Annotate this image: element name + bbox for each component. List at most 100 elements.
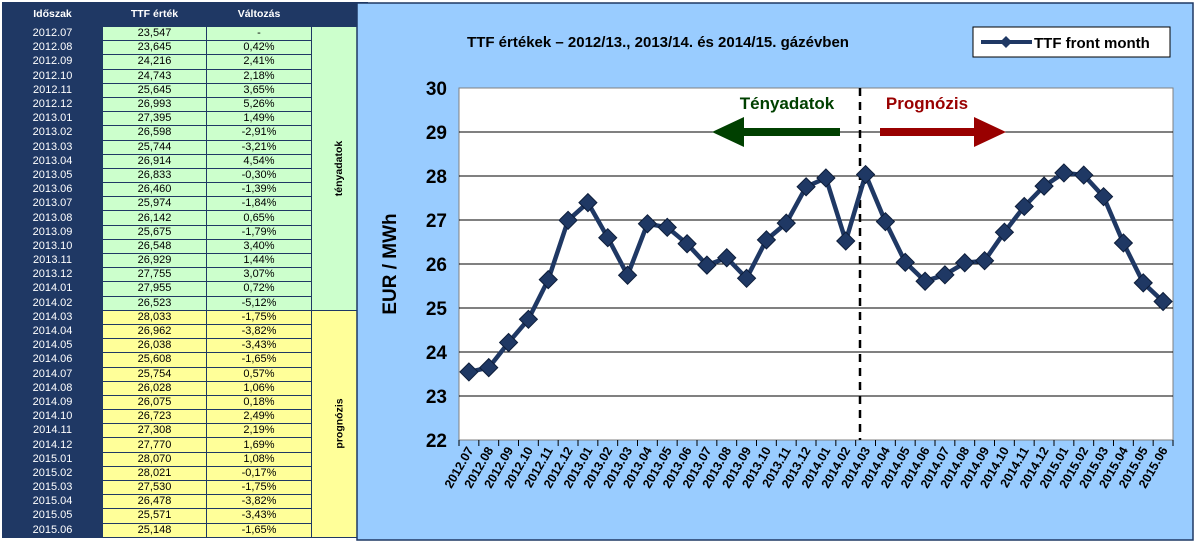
data-point xyxy=(855,164,876,185)
data-point xyxy=(697,255,717,275)
data-point xyxy=(935,265,955,285)
data-point xyxy=(796,177,816,197)
period-cell: 2015.01 xyxy=(2,451,103,467)
data-point xyxy=(637,214,658,234)
table-row: 2014.06 25,608 -1,65% xyxy=(2,352,368,368)
period-cell: 2014.04 xyxy=(2,323,103,340)
value-cell: 25,571 xyxy=(102,508,207,524)
value-cell: 26,523 xyxy=(102,295,207,311)
data-point xyxy=(498,332,519,353)
period-cell: 2012.07 xyxy=(2,25,103,42)
change-cell: 3,40% xyxy=(206,238,312,255)
y-tick-label: 22 xyxy=(426,431,447,452)
y-axis-label: EUR / MWh xyxy=(380,213,401,314)
period-cell: 2013.10 xyxy=(2,238,103,255)
change-cell: -0,17% xyxy=(206,465,312,482)
period-cell: 2013.03 xyxy=(2,139,103,155)
data-point xyxy=(756,230,777,250)
table-row: 2014.02 26,523 -5,12% xyxy=(2,295,368,311)
table-row: 2012.11 25,645 3,65% xyxy=(2,82,368,98)
data-point xyxy=(578,192,598,213)
change-cell: 0,57% xyxy=(206,366,312,382)
period-cell: 2012.09 xyxy=(2,54,103,70)
data-table: Időszak TTF érték Változás 2012.07 23,547… xyxy=(2,2,369,538)
header-change: Változás xyxy=(206,2,312,27)
period-cell: 2013.04 xyxy=(2,153,103,169)
period-cell: 2013.06 xyxy=(2,182,103,198)
change-cell: -1,75% xyxy=(206,479,312,496)
data-point xyxy=(598,227,618,248)
period-cell: 2013.12 xyxy=(2,267,103,283)
value-cell: 24,743 xyxy=(102,68,207,84)
change-cell: -1,75% xyxy=(206,309,312,325)
table-row: 2014.11 27,308 2,19% xyxy=(2,423,368,439)
data-point xyxy=(1074,165,1094,185)
table-row: 2013.12 27,755 3,07% xyxy=(2,267,368,283)
value-cell: 26,142 xyxy=(102,210,207,226)
y-tick-labels: 22 23 24 25 26 27 28 29 30 xyxy=(426,79,448,452)
data-point xyxy=(736,268,757,289)
value-cell: 25,744 xyxy=(102,139,207,155)
change-cell: -3,82% xyxy=(206,494,312,510)
change-cell: 2,41% xyxy=(206,54,312,70)
period-cell: 2013.02 xyxy=(2,125,103,141)
y-tick-label: 24 xyxy=(426,343,448,364)
change-cell: 1,08% xyxy=(206,451,312,467)
table-row: 2013.05 26,833 -0,30% xyxy=(2,167,368,184)
change-cell: 2,19% xyxy=(206,423,312,439)
value-cell: 27,395 xyxy=(102,111,207,127)
table-row: 2014.12 27,770 1,69% xyxy=(2,437,368,453)
value-cell: 25,148 xyxy=(102,522,207,538)
data-point xyxy=(1093,186,1114,207)
data-point xyxy=(1034,176,1054,196)
change-cell: 0,65% xyxy=(206,210,312,226)
period-cell: 2014.07 xyxy=(2,366,103,382)
table-row: 2015.05 25,571 -3,43% xyxy=(2,508,368,524)
forecast-label: Prognózis xyxy=(886,94,968,113)
data-point xyxy=(875,211,896,232)
data-point xyxy=(816,168,836,188)
value-cell: 26,028 xyxy=(102,380,207,396)
value-cell: 26,914 xyxy=(102,153,207,169)
change-cell: -3,82% xyxy=(206,323,312,340)
table-row: 2013.07 25,974 -1,84% xyxy=(2,196,368,212)
value-cell: 25,645 xyxy=(102,82,207,98)
period-cell: 2014.02 xyxy=(2,295,103,311)
data-point xyxy=(915,271,935,291)
table-row: 2015.06 25,148 -1,65% xyxy=(2,522,368,538)
table-row: 2013.01 27,395 1,49% xyxy=(2,111,368,127)
value-cell: 27,770 xyxy=(102,437,207,453)
table-row: 2014.07 25,754 0,57% xyxy=(2,366,368,382)
value-cell: 25,675 xyxy=(102,224,207,240)
period-cell: 2014.08 xyxy=(2,380,103,396)
value-cell: 24,216 xyxy=(102,54,207,70)
period-cell: 2013.05 xyxy=(2,167,103,184)
change-cell: -3,43% xyxy=(206,508,312,524)
change-cell: -1,65% xyxy=(206,522,312,538)
change-cell: -1,84% xyxy=(206,196,312,212)
data-point xyxy=(994,222,1015,242)
section-label-text: tényadatok xyxy=(333,140,346,197)
table-row: 2014.03 28,033 -1,75% prognózis xyxy=(2,309,369,538)
change-cell: -3,21% xyxy=(206,139,312,155)
forecast-arrow xyxy=(880,117,1006,147)
table-row: 2013.08 26,142 0,65% xyxy=(2,210,368,226)
chart-panel: 22 23 24 25 26 27 28 29 30 2012.07 2012.08 2012.09… xyxy=(356,2,1194,541)
period-cell: 2014.11 xyxy=(2,423,103,439)
value-cell: 26,962 xyxy=(102,323,207,340)
table-row: 2015.01 28,070 1,08% xyxy=(2,451,368,467)
value-cell: 26,075 xyxy=(102,394,207,411)
period-cell: 2014.06 xyxy=(2,352,103,368)
change-cell: -1,65% xyxy=(206,352,312,368)
section-label-text: prognózis xyxy=(333,398,346,449)
legend-label: TTF front month xyxy=(1034,35,1150,52)
value-cell: 27,955 xyxy=(102,281,207,297)
change-cell: -1,39% xyxy=(206,182,312,198)
change-cell: 1,44% xyxy=(206,252,312,269)
period-cell: 2013.11 xyxy=(2,252,103,269)
period-cell: 2012.08 xyxy=(2,40,103,56)
data-point xyxy=(677,234,697,254)
table-row: 2014.04 26,962 -3,82% xyxy=(2,323,368,340)
period-cell: 2015.06 xyxy=(2,522,103,538)
